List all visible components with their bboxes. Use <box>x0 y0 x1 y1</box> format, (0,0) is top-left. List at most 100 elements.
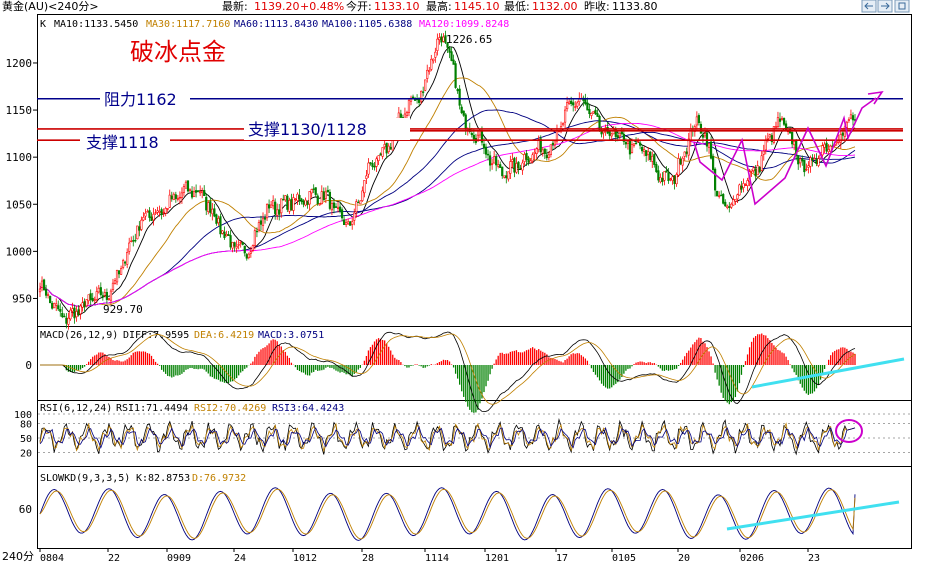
candle-body <box>505 175 508 179</box>
candle-body <box>199 191 202 194</box>
candle-body <box>503 175 506 178</box>
candle-body <box>288 200 291 212</box>
candle-body <box>722 194 725 204</box>
candle-body <box>482 143 486 149</box>
candle-body <box>274 201 277 214</box>
candle-body <box>190 190 194 198</box>
candle-body <box>470 133 473 136</box>
x-tick-label: 22 <box>108 553 120 564</box>
candle-body <box>385 142 388 154</box>
candle-body <box>736 194 739 200</box>
candle-body <box>168 194 171 208</box>
candle-body <box>703 133 707 137</box>
candle-body <box>379 153 382 156</box>
candle-body <box>312 188 315 190</box>
rsi-legend: RSI(6,12,24) RSI1:71.4494 RSI2:70.4269 R… <box>40 403 344 414</box>
kd-legend: SLOWKD(9,3,3,5) K:82.8753 D:76.9732 <box>40 473 246 484</box>
window-icon[interactable] <box>894 0 910 13</box>
candle-body <box>620 131 623 135</box>
candle-body <box>724 201 727 207</box>
candle-body <box>809 157 812 167</box>
macd-dea-line <box>40 333 856 405</box>
candle-body <box>219 216 222 235</box>
candle-body <box>651 155 654 162</box>
candle-body <box>308 191 311 205</box>
window-controls[interactable] <box>861 0 910 13</box>
candle-body <box>197 190 200 192</box>
candle-body <box>154 212 157 214</box>
candle-body <box>79 305 82 315</box>
candle-body <box>99 287 102 295</box>
candle-body <box>272 199 275 207</box>
main-y-axis: 1200 1150 1100 1050 1000 950 <box>6 57 38 305</box>
candle-body <box>497 164 500 167</box>
candle-body <box>338 206 342 212</box>
candle-body <box>448 48 451 53</box>
candle-body <box>758 166 761 173</box>
candle-body <box>667 172 670 182</box>
candle-body <box>371 163 374 167</box>
candle-body <box>316 195 319 204</box>
candle-body <box>132 240 135 242</box>
candle-body <box>839 134 842 143</box>
candle-body <box>180 192 184 198</box>
rsi-tick-label: 50 <box>20 434 32 445</box>
x-tick-label: 23 <box>808 553 820 564</box>
candlestick-series <box>38 30 857 330</box>
window-square-icon <box>898 2 906 10</box>
candle-body <box>740 185 743 190</box>
x-tick-label: 24 <box>234 553 246 564</box>
candle-body <box>821 145 824 156</box>
prev-close-label: 昨收: <box>584 0 610 13</box>
high-price: 1145.10 <box>454 0 500 13</box>
candle-body <box>207 202 210 212</box>
kd-trend-line <box>726 500 900 531</box>
candle-body <box>91 297 94 302</box>
candle-body <box>768 134 771 138</box>
candle-body <box>160 209 163 215</box>
x-tick-label: 0105 <box>612 553 636 564</box>
candle-body <box>841 132 844 136</box>
candle-body <box>152 213 155 221</box>
candle-body <box>780 117 784 120</box>
candle-body <box>255 230 259 233</box>
candle-body <box>746 180 749 186</box>
candle-body <box>201 190 204 194</box>
candle-body <box>649 151 652 160</box>
candle-body <box>128 242 131 252</box>
candle-body <box>511 159 514 162</box>
candle-body <box>73 307 76 319</box>
candle-body <box>805 168 808 171</box>
candle-body <box>284 195 287 201</box>
candle-body <box>363 180 366 194</box>
macd-zero-tick: 0 <box>25 359 32 372</box>
candle-body <box>807 165 810 168</box>
candle-body <box>677 158 680 176</box>
candle-body <box>849 114 853 119</box>
rsi-tick-label: 20 <box>20 448 32 459</box>
candle-body <box>420 90 423 102</box>
candle-body <box>793 141 796 146</box>
candle-body <box>355 201 358 213</box>
trough-label: 929.70 <box>103 303 143 316</box>
x-tick-label: 0909 <box>167 553 191 564</box>
candle-body <box>276 209 279 216</box>
macd-trend-line <box>751 357 905 389</box>
candle-body <box>166 208 169 210</box>
candle-body <box>340 209 344 219</box>
candle-body <box>507 171 510 180</box>
candle-body <box>326 189 329 193</box>
x-tick-label: 17 <box>556 553 568 564</box>
candle-body <box>655 164 658 173</box>
chart-frame <box>37 14 912 549</box>
candle-body <box>294 198 297 200</box>
candle-body <box>626 140 630 144</box>
support-mid-label: 支撑1130/1128 <box>248 120 367 139</box>
candle-body <box>265 204 269 219</box>
candle-body <box>486 153 490 156</box>
candle-body <box>517 161 520 169</box>
header-bar: 黄金(AU)<240分> 最新: 1139.20 +0.48% 今开: 1133… <box>2 0 658 13</box>
candle-body <box>365 175 368 179</box>
macd-dea-label: DEA:6.4219 <box>194 330 254 341</box>
